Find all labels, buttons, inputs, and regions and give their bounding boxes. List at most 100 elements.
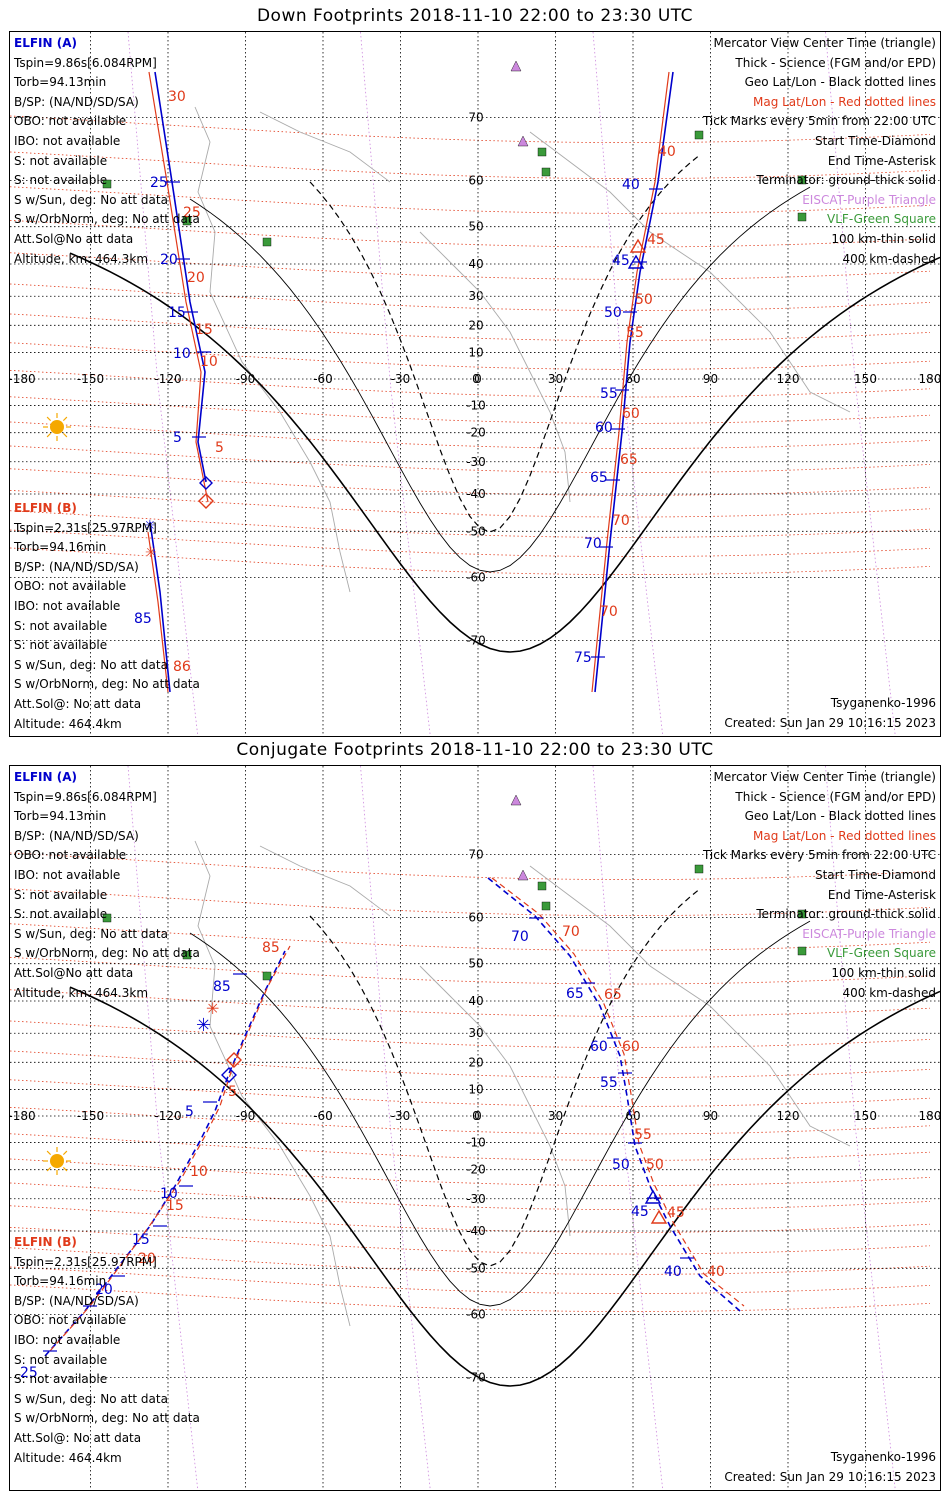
- lon-tick-label: 150: [854, 372, 877, 386]
- sc-b-line: IBO: not available: [14, 1332, 121, 1347]
- lat-tick-label: 30: [468, 289, 483, 303]
- vlf-square-icon: [694, 864, 704, 874]
- mag-lat-line: [10, 1266, 931, 1294]
- sc-b-line: S w/Sun, deg: No att data: [14, 657, 168, 672]
- mag-lat-line: [10, 1226, 931, 1255]
- vlf-square-icon: [262, 237, 272, 247]
- terminator-400km: [309, 154, 701, 533]
- eiscat-triangle-icon: [510, 794, 522, 806]
- track-time-label: 25: [150, 175, 168, 191]
- sc-a-line: Att.Sol@No att data: [14, 231, 134, 246]
- lat-tick-label: 40: [468, 257, 483, 271]
- lon-tick-label: 120: [777, 1109, 800, 1123]
- mag-lat-line: [10, 1079, 931, 1107]
- sc-a-track: [594, 71, 674, 693]
- mag-lat-line: [10, 547, 931, 575]
- mag-lat-line: [10, 342, 931, 370]
- mag-lat-line: [10, 115, 931, 143]
- lon-tick-label: 90: [703, 372, 718, 386]
- sc-a-name: ELFIN (A): [14, 36, 77, 50]
- legend-entry: Terminator: ground-thick solid: [756, 907, 936, 922]
- lat-tick-label: -60: [466, 1307, 486, 1321]
- sc-a-line: S w/OrbNorm, deg: No att data: [14, 946, 200, 961]
- sun-icon: [50, 1154, 64, 1168]
- vlf-square-icon: [182, 216, 192, 226]
- track-time-label: 55: [600, 1075, 618, 1091]
- lon-tick-label: 90: [703, 1109, 718, 1123]
- coastline: [529, 865, 851, 1147]
- terminator-ground: [69, 986, 940, 1387]
- sun-ray: [46, 416, 52, 422]
- mag-lon-line: [360, 766, 431, 1490]
- lon-tick-label: -30: [391, 1109, 411, 1123]
- sc-b-line: S w/OrbNorm, deg: No att data: [14, 677, 200, 692]
- sc-b-track: [49, 945, 291, 1352]
- track-time-label: 55: [626, 325, 644, 341]
- legend-entry: VLF-Green Square: [827, 946, 936, 961]
- center-time-triangle-icon: [650, 1209, 668, 1224]
- created-timestamp: Created: Sun Jan 29 10:16:15 2023: [724, 1470, 936, 1484]
- sc-b-line: S: not available: [14, 618, 108, 633]
- sc-a-info: ELFIN (A) Tspin=9.86s[6.084RPM] Torb=94.…: [14, 768, 200, 1003]
- map-panel-down: 70 60 50 40 30 20 10 0 -10 -20 -30 -40 -50 -60 -70 -180…: [9, 31, 941, 737]
- track-time-label: 50: [604, 305, 622, 321]
- center-time-triangle-icon: [629, 238, 647, 253]
- legend-entry: Terminator: ground-thick solid: [756, 173, 936, 188]
- lat-tick-label: -30: [466, 455, 486, 469]
- map-panel-conjugate: 70 60 50 40 30 20 10 0 -10 -20 -30 -40 -50 -60 -70 -180…: [9, 765, 941, 1491]
- track-time-label: 65: [604, 987, 622, 1003]
- track-time-label: 65: [590, 470, 608, 486]
- vlf-square-icon: [694, 130, 704, 140]
- legend-entry: Tick Marks every 5min from 22:00 UTC: [702, 114, 936, 129]
- sc-a-line: Torb=94.13min: [14, 75, 107, 90]
- sc-b-line: OBO: not available: [14, 1313, 127, 1328]
- sun-ray: [62, 1166, 68, 1172]
- mag-lat-line: [10, 313, 931, 341]
- sc-a-line: S: not available: [14, 907, 108, 922]
- lat-tick-label: 60: [468, 911, 483, 925]
- sc-a-line: S w/Sun, deg: No att data: [14, 926, 168, 941]
- lat-tick-label: 20: [468, 1055, 483, 1069]
- track-time-label: 25: [20, 1365, 38, 1381]
- sc-b-line: Torb=94.16min: [14, 540, 107, 555]
- sun-ray: [62, 432, 68, 438]
- vlf-square-icon: [797, 909, 807, 919]
- lat-tick-label: 0: [472, 372, 480, 386]
- sun-icon: [50, 420, 64, 434]
- track-time-label: 50: [635, 292, 653, 308]
- vlf-square-icon: [182, 950, 192, 960]
- track-time-label: 15: [166, 1198, 184, 1214]
- sc-b-info: ELFIN (B) Tspin=2.31s[25.97RPM] Torb=94.…: [14, 1233, 200, 1468]
- lon-tick-label: -180: [10, 372, 36, 386]
- track-time-label: 30: [168, 89, 186, 105]
- mag-lat-line: [10, 1247, 931, 1275]
- model-label: Tsyganenko-1996: [830, 1450, 936, 1464]
- track-time-label: 85: [262, 940, 280, 956]
- vlf-square-icon: [537, 881, 547, 891]
- eiscat-triangle-icon: [517, 869, 529, 881]
- legend-entry: Geo Lat/Lon - Black dotted lines: [744, 809, 936, 824]
- vlf-square-icon: [102, 179, 112, 189]
- vlf-square-icon: [262, 971, 272, 981]
- sc-b-name: ELFIN (B): [14, 501, 77, 515]
- sc-a-name: ELFIN (A): [14, 770, 77, 784]
- coastline: [419, 965, 571, 1237]
- lat-tick-label: -50: [466, 524, 486, 538]
- mag-lat-line: [10, 1020, 931, 1048]
- track-time-label: 15: [132, 1232, 150, 1248]
- track-time-label: 20: [160, 252, 178, 268]
- sc-b-line: OBO: not available: [14, 579, 127, 594]
- legend-entry: 400 km-dashed: [842, 985, 936, 1000]
- track-time-label: 5: [228, 1084, 237, 1100]
- terminator-100km: [189, 186, 811, 573]
- track-time-label: 40: [658, 144, 676, 160]
- lat-tick-label: 0: [472, 1109, 480, 1123]
- sc-a-track: [487, 877, 741, 1312]
- track-time-label: 15: [195, 322, 213, 338]
- sc-a-info: ELFIN (A) Tspin=9.86s[6.084RPM] Torb=94.…: [14, 34, 200, 269]
- legend-entry: 100 km-thin solid: [831, 231, 936, 246]
- lon-tick-label: 0: [474, 372, 482, 386]
- lat-tick-label: 50: [468, 957, 483, 971]
- lat-tick-label: 40: [468, 994, 483, 1008]
- mag-lat-line: [10, 510, 931, 538]
